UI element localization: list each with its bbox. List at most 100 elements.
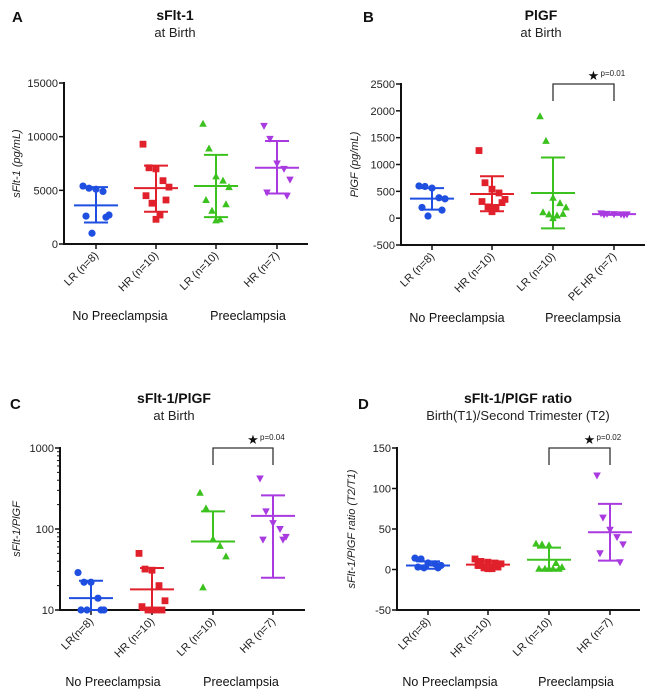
data-point	[216, 541, 224, 549]
panel-letter: B	[363, 9, 374, 26]
series-0	[410, 182, 454, 220]
x-category-label: HR (n=10)	[117, 250, 162, 295]
data-point	[491, 559, 499, 567]
x-category-label: LR (n=10)	[515, 251, 558, 294]
data-point	[538, 540, 546, 548]
chart-subtitle: Birth(T1)/Second Trimester (T2)	[426, 408, 610, 423]
data-point	[222, 200, 230, 208]
significance-star: ★	[584, 433, 596, 448]
series-0	[406, 554, 450, 572]
data-point	[556, 199, 564, 207]
data-point	[475, 147, 483, 154]
chart-title: sFlt-1	[156, 7, 194, 23]
significance-bracket	[212, 447, 274, 465]
data-point	[155, 582, 163, 590]
series-2	[531, 112, 575, 230]
x-category-label: HR (n=10)	[113, 616, 158, 661]
data-point	[135, 549, 143, 557]
data-point	[471, 555, 479, 563]
data-point	[212, 216, 220, 224]
x-category-label: HR (n=7)	[242, 250, 282, 290]
data-point	[599, 514, 607, 522]
data-point	[262, 508, 270, 516]
data-point	[141, 565, 149, 573]
data-point	[286, 176, 294, 184]
data-point	[162, 196, 170, 204]
data-point	[145, 164, 153, 172]
data-point	[562, 203, 570, 211]
significance-bracket	[548, 447, 611, 465]
data-point	[199, 583, 207, 591]
y-axis-label: sFlt-1 (pg/mL)	[11, 129, 23, 198]
data-point	[535, 564, 543, 572]
data-point	[596, 550, 604, 558]
data-point	[208, 206, 216, 214]
series-1	[466, 555, 510, 573]
x-category-label: LR (n=10)	[511, 616, 554, 659]
data-point	[411, 554, 419, 562]
data-point	[161, 597, 169, 605]
significance-bracket	[552, 83, 615, 101]
data-point	[481, 179, 489, 187]
series-1	[470, 147, 514, 216]
data-point	[199, 119, 207, 127]
x-category-label: LR(n=8)	[59, 616, 96, 653]
p-value-label: p=0.04	[260, 433, 285, 442]
data-point	[102, 213, 110, 221]
data-point	[74, 568, 82, 577]
data-point	[545, 210, 553, 218]
series-2	[191, 488, 235, 591]
data-point	[553, 211, 561, 219]
p-value-label: p=0.02	[597, 433, 622, 442]
data-point	[138, 603, 146, 611]
y-tick-label: 2000	[371, 106, 395, 118]
x-category-label: LR(n=8)	[396, 616, 433, 653]
data-point	[148, 199, 156, 207]
data-point	[478, 198, 486, 205]
significance-star: ★	[588, 69, 600, 84]
chart-title: PlGF	[525, 7, 558, 23]
data-point	[205, 144, 213, 152]
data-point	[152, 215, 160, 223]
data-point	[202, 195, 210, 203]
data-point	[484, 203, 492, 211]
data-point	[545, 541, 553, 549]
data-point	[82, 212, 90, 220]
data-point	[495, 189, 503, 197]
data-point	[498, 199, 506, 207]
data-point	[593, 472, 601, 480]
y-tick-label: 1000	[30, 443, 54, 455]
x-category-label: HR (n=10)	[453, 251, 498, 296]
group-label-preeclampsia: Preeclampsia	[545, 311, 621, 325]
y-axis-label: PlGF (pg/mL)	[349, 131, 361, 197]
chart-title: sFlt-1/PlGF	[137, 390, 211, 406]
series-1	[134, 140, 178, 223]
group-label-preeclampsia: Preeclampsia	[538, 675, 614, 689]
y-tick-label: 2500	[371, 79, 395, 91]
data-point	[142, 192, 150, 200]
x-category-label: PE HR (n=7)	[566, 251, 619, 304]
y-tick-label: -50	[375, 605, 391, 617]
series-3	[251, 475, 295, 579]
p-value-label: p=0.01	[601, 69, 626, 78]
series-2	[527, 539, 571, 572]
data-point	[196, 488, 204, 496]
y-axis-label: sFlt-1/PlGF	[11, 500, 23, 557]
y-tick-label: 50	[379, 524, 391, 536]
chart-title: sFlt-1/PlGF ratio	[464, 390, 572, 406]
panel-letter: C	[10, 396, 21, 413]
data-point	[256, 475, 264, 483]
data-point	[532, 539, 540, 547]
series-0	[69, 568, 113, 614]
data-point	[619, 541, 627, 549]
data-point	[259, 536, 267, 544]
y-tick-label: 1000	[371, 160, 395, 172]
group-label-no-preeclampsia: No Preeclampsia	[65, 675, 160, 689]
data-point	[219, 176, 227, 184]
data-point	[539, 208, 547, 216]
x-category-label: LR (n=8)	[62, 250, 101, 289]
y-tick-label: 0	[385, 565, 391, 577]
